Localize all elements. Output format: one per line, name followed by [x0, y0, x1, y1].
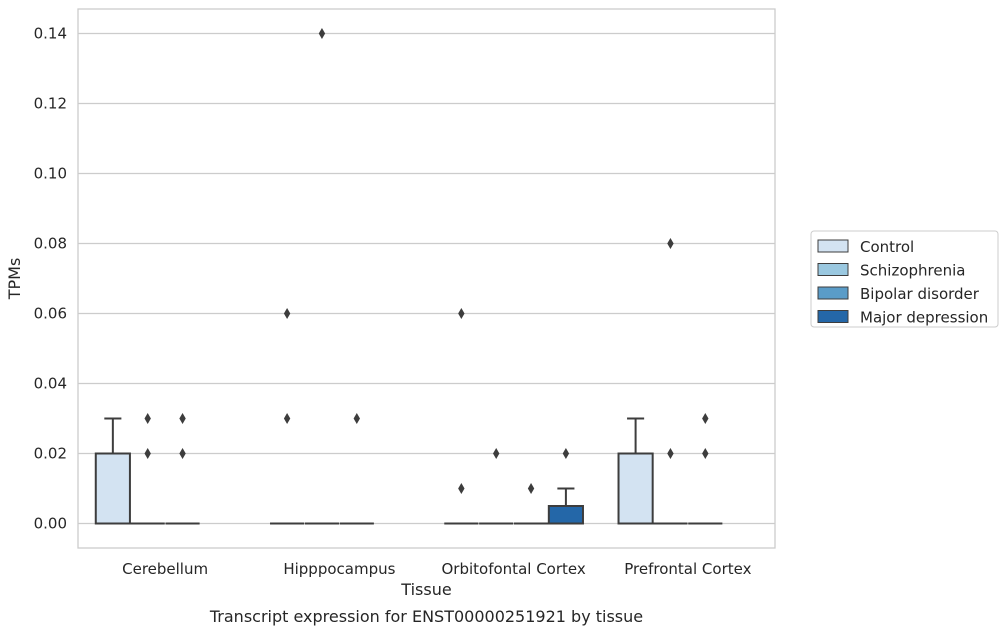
plot-frame [77, 8, 776, 549]
outlier-point [283, 308, 291, 319]
x-tick-label: Cerebellum [122, 560, 208, 578]
outlier-point [283, 413, 291, 424]
outlier-point [144, 413, 151, 424]
outlier-point [527, 483, 535, 494]
outlier-point [179, 448, 186, 459]
outlier-point [179, 413, 186, 424]
legend-swatch [817, 310, 849, 323]
y-axis-label: TPMs [5, 258, 24, 301]
outlier-point [493, 448, 500, 459]
grid-lines [78, 32, 775, 525]
x-tick-label: Hipppocampus [283, 560, 395, 578]
legend-swatch [817, 239, 849, 253]
y-tick-label: 0.12 [34, 95, 67, 113]
y-tick-label: 0.10 [34, 165, 67, 183]
y-tick-labels: 0.00 0.02 0.04 0.06 0.08 0.10 0.12 0.14 [34, 25, 67, 533]
x-tick-labels: Cerebellum Hipppocampus Orbitofontal Corte… [122, 560, 751, 578]
legend: Control Schizophrenia Bipolar disorder Majo… [810, 230, 999, 328]
legend-items: Control Schizophrenia Bipolar disorder Majo… [817, 238, 988, 327]
outlier-point [667, 448, 674, 459]
outlier-point [702, 448, 709, 459]
y-tick-label: 0.00 [34, 515, 67, 533]
legend-label: Control [860, 238, 914, 256]
x-axis-label: Tissue [400, 580, 451, 599]
outlier-point [702, 413, 709, 424]
legend-swatch [817, 286, 849, 300]
y-tick-label: 0.08 [34, 235, 67, 253]
boxes [94, 28, 723, 525]
outlier-point [458, 483, 465, 494]
box [94, 452, 131, 525]
outlier-point [667, 238, 674, 249]
outlier-point [458, 308, 465, 319]
x-tick-label: Prefrontal Cortex [624, 560, 751, 578]
legend-label: Major depression [860, 309, 988, 327]
box [547, 505, 584, 525]
y-tick-label: 0.02 [34, 445, 67, 463]
legend-frame [810, 230, 999, 328]
y-tick-label: 0.06 [34, 305, 67, 323]
y-tick-label: 0.04 [34, 375, 67, 393]
outlier-point [562, 448, 570, 459]
chart-caption: Transcript expression for ENST0000025192… [209, 607, 643, 626]
box [617, 452, 654, 525]
outlier-point [318, 28, 326, 39]
x-tick-label: Orbitofontal Cortex [442, 560, 586, 578]
legend-swatch [817, 263, 849, 276]
legend-label: Bipolar disorder [860, 285, 980, 303]
y-tick-label: 0.14 [34, 25, 67, 43]
outlier-point [353, 413, 360, 424]
outlier-point [144, 448, 151, 459]
legend-label: Schizophrenia [860, 262, 965, 280]
